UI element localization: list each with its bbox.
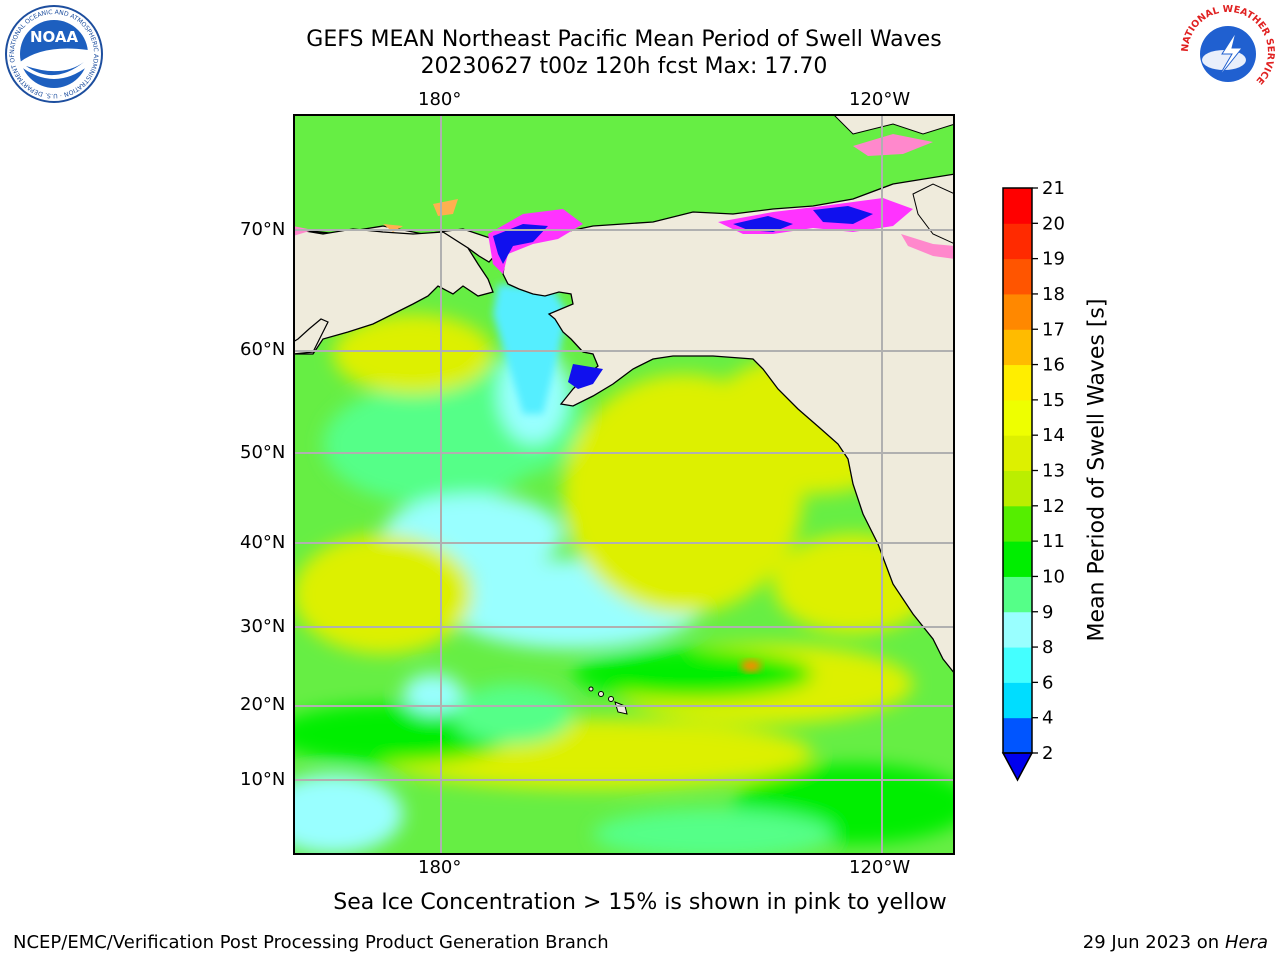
colorbar-swatch xyxy=(1003,188,1032,224)
chart-title: GEFS MEAN Northeast Pacific Mean Period … xyxy=(306,27,942,52)
colorbar: 2 4 6 8 9 10 11 12 13 14 15 16 17 18 19 20 21 xyxy=(1001,180,1065,782)
colorbar-tick-label: 20 xyxy=(1042,213,1065,234)
lat-label-10n: 10°N xyxy=(240,769,286,790)
colorbar-tick-label: 21 xyxy=(1042,180,1065,199)
graticule xyxy=(293,114,955,855)
colorbar-tick-label: 14 xyxy=(1042,425,1065,446)
noaa-logo: NATIONAL OCEANIC AND ATMOSPHERIC ADMINIS… xyxy=(4,4,103,103)
colorbar-tick-label: 8 xyxy=(1042,637,1053,658)
lat-label-70n: 70°N xyxy=(240,219,286,240)
colorbar-swatch xyxy=(1003,647,1032,683)
lon-label-bottom-120w: 120°W xyxy=(849,857,911,878)
colorbar-swatch xyxy=(1003,682,1032,719)
lon-label-top-180: 180° xyxy=(418,89,462,110)
colorbar-swatch xyxy=(1003,470,1032,507)
colorbar-tick-label: 15 xyxy=(1042,390,1065,411)
credit-host: Hera xyxy=(1224,932,1268,953)
colorbar-tick-label: 9 xyxy=(1042,602,1053,623)
colorbar-tick-label: 17 xyxy=(1042,319,1065,340)
credit-branch: NCEP/EMC/Verification Post Processing Pr… xyxy=(13,932,609,953)
credit-date: 29 Jun 2023 on Hera xyxy=(1083,932,1268,953)
colorbar-tick-label: 16 xyxy=(1042,355,1065,376)
colorbar-tick-label: 10 xyxy=(1042,566,1065,587)
colorbar-swatch xyxy=(1003,293,1032,330)
colorbar-tick-label: 6 xyxy=(1042,672,1053,693)
colorbar-swatch xyxy=(1003,258,1032,295)
colorbar-tick-label: 4 xyxy=(1042,708,1053,729)
colorbar-tick-label: 2 xyxy=(1042,743,1053,764)
lat-label-60n: 60°N xyxy=(240,339,286,360)
colorbar-swatch xyxy=(1003,364,1032,401)
lat-label-30n: 30°N xyxy=(240,616,286,637)
colorbar-tick-label: 19 xyxy=(1042,249,1065,270)
colorbar-swatch xyxy=(1003,223,1032,260)
colorbar-swatch xyxy=(1003,329,1032,366)
swell-field-shading xyxy=(293,314,955,855)
credit-date-text: 29 Jun 2023 on xyxy=(1082,932,1220,953)
colorbar-swatch xyxy=(1003,717,1032,754)
lon-label-bottom-180: 180° xyxy=(418,857,462,878)
colorbar-tick-label: 12 xyxy=(1042,496,1065,517)
land-north-america xyxy=(293,173,955,676)
colorbar-tick-label: 13 xyxy=(1042,461,1065,482)
colorbar-extend-arrow xyxy=(1001,752,1034,782)
lat-label-20n: 20°N xyxy=(240,694,286,715)
colorbar-swatch xyxy=(1003,611,1032,648)
colorbar-swatch xyxy=(1003,541,1032,577)
colorbar-title: Mean Period of Swell Waves [s] xyxy=(1084,298,1110,642)
lon-label-top-120w: 120°W xyxy=(849,89,911,110)
lat-label-50n: 50°N xyxy=(240,442,286,463)
chart-subtitle: 20230627 t00z 120h fcst Max: 17.70 xyxy=(420,54,828,79)
sea-ice-note: Sea Ice Concentration > 15% is shown in … xyxy=(333,890,947,915)
colorbar-tick-label: 18 xyxy=(1042,284,1065,305)
colorbar-swatch xyxy=(1003,435,1032,471)
colorbar-swatch xyxy=(1003,576,1032,613)
colorbar-swatch xyxy=(1003,505,1032,542)
sea-ice-overlay xyxy=(293,134,955,389)
colorbar-tick-label: 11 xyxy=(1042,531,1065,552)
noaa-logo-text: NOAA xyxy=(30,28,79,46)
land-siberia xyxy=(293,228,494,355)
lat-label-40n: 40°N xyxy=(240,532,286,553)
nws-logo: NATIONAL WEATHER SERVICE xyxy=(1180,4,1276,100)
colorbar-swatch xyxy=(1003,399,1032,436)
swell-period-map xyxy=(293,114,955,855)
